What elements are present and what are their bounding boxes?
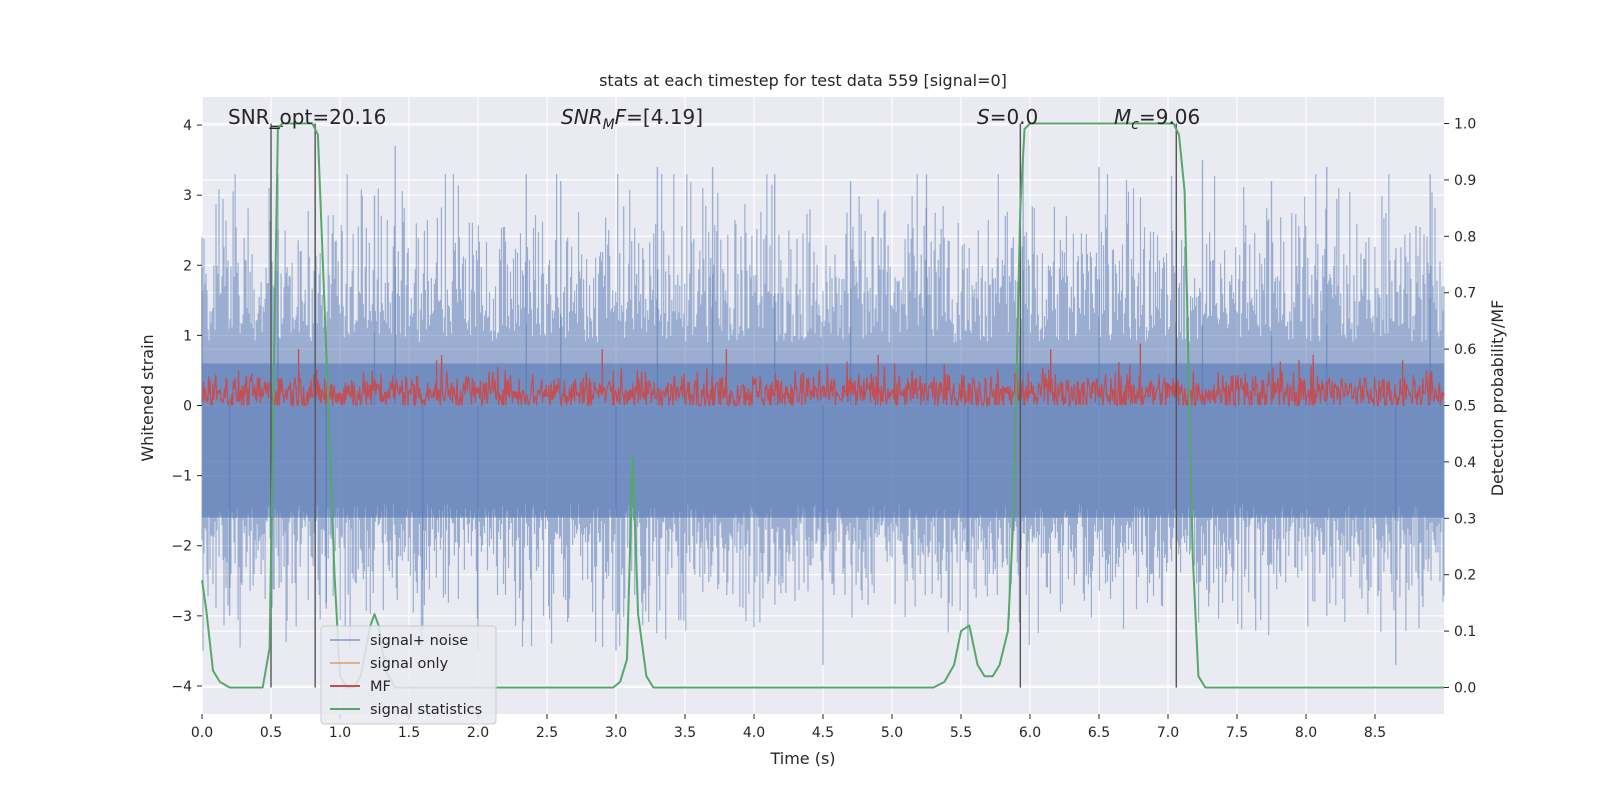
signal-statistics-series: [201, 122, 1444, 689]
y-tick-label-right: 0.6: [1454, 342, 1476, 358]
y-tick-label-right: 0.2: [1454, 568, 1476, 584]
y-tick-label-right: 0.8: [1454, 229, 1476, 245]
x-tick-label: 6.5: [1088, 725, 1110, 741]
chart-title: stats at each timestep for test data 559…: [599, 71, 1007, 90]
x-tick-label: 4.0: [743, 725, 765, 741]
y-tick-label-right: 0.7: [1454, 286, 1476, 302]
mf-series: [201, 343, 1445, 408]
y-tick-label-right: 0.4: [1454, 455, 1476, 471]
legend-label-signal-statistics: signal statistics: [370, 702, 482, 718]
y-tick-label-left: 0: [183, 399, 192, 415]
y-tick-label-left: 2: [183, 258, 192, 274]
noise-peaks: [201, 146, 1431, 665]
y-tick-label-right: 1.0: [1454, 117, 1476, 133]
x-tick-label: 1.5: [398, 725, 420, 741]
annotation-snr-mf: SNRMF=[4.19]: [561, 105, 703, 133]
x-tick-label: 0.5: [260, 725, 282, 741]
x-tick-label: 1.0: [329, 725, 351, 741]
annotation-mc: Mc=9.06: [1114, 105, 1200, 133]
y-tick-label-right: 0.5: [1454, 399, 1476, 415]
annotation-s: S=0.0: [977, 105, 1038, 129]
annotation-s-value: =0.0: [990, 105, 1039, 129]
legend-label-signal-only: signal only: [370, 656, 449, 672]
annotation-snr-opt: SNR_opt=20.16: [228, 105, 386, 129]
annotation-mc-prefix: M: [1114, 105, 1131, 129]
x-tick-label: 7.5: [1226, 725, 1248, 741]
x-tick-label: 0.0: [191, 725, 213, 741]
y-tick-label-right: 0.3: [1454, 511, 1476, 527]
annotation-snr-mf-sub: M: [603, 117, 615, 133]
annotation-snr-mf-mid: F: [615, 105, 627, 129]
mf-line: [201, 354, 1445, 408]
x-tick-label: 2.0: [467, 725, 489, 741]
signal-statistics-line: [201, 122, 1444, 689]
legend-label-mf: MF: [370, 679, 391, 695]
x-tick-label: 6.0: [1019, 725, 1041, 741]
y-axis-label-left: Whitened strain: [138, 334, 157, 461]
y-tick-label-left: 4: [183, 118, 192, 134]
x-tick-label: 2.5: [536, 725, 558, 741]
x-tick-label: 4.5: [812, 725, 834, 741]
y-tick-label-right: 0.1: [1454, 624, 1476, 640]
annotation-mc-value: =9.06: [1139, 105, 1200, 129]
legend-box: [320, 625, 497, 725]
y-tick-label-right: 0.9: [1454, 173, 1476, 189]
x-tick-label: 7.0: [1157, 725, 1179, 741]
y-tick-label-left: 3: [183, 188, 192, 204]
legend-label-signal-noise: signal+ noise: [370, 633, 468, 649]
y-tick-label-right: 0.0: [1454, 680, 1476, 696]
mf-peaks: [297, 343, 1404, 395]
annotation-snr-mf-value: =[4.19]: [626, 105, 703, 129]
y-tick-label-left: 1: [183, 328, 192, 344]
x-axis-label: Time (s): [769, 749, 835, 768]
x-tick-label: 3.0: [605, 725, 627, 741]
annotation-s-prefix: S: [977, 105, 990, 129]
legend: signal+ noise signal only MF signal stat…: [320, 625, 497, 725]
x-tick-label: 5.5: [950, 725, 972, 741]
y-tick-label-left: −2: [171, 539, 192, 555]
x-tick-label: 8.0: [1295, 725, 1317, 741]
y-tick-label-left: −1: [171, 469, 192, 485]
y-tick-label-left: −3: [171, 609, 192, 625]
annotation-mc-sub: c: [1131, 117, 1139, 133]
x-tick-label: 5.0: [881, 725, 903, 741]
x-tick-label: 8.5: [1364, 725, 1386, 741]
y-axis-label-right: Detection probability/MF: [1488, 300, 1507, 497]
x-tick-label: 3.5: [674, 725, 696, 741]
annotation-snr-mf-prefix: SNR: [561, 105, 603, 129]
y-tick-label-left: −4: [171, 679, 192, 695]
